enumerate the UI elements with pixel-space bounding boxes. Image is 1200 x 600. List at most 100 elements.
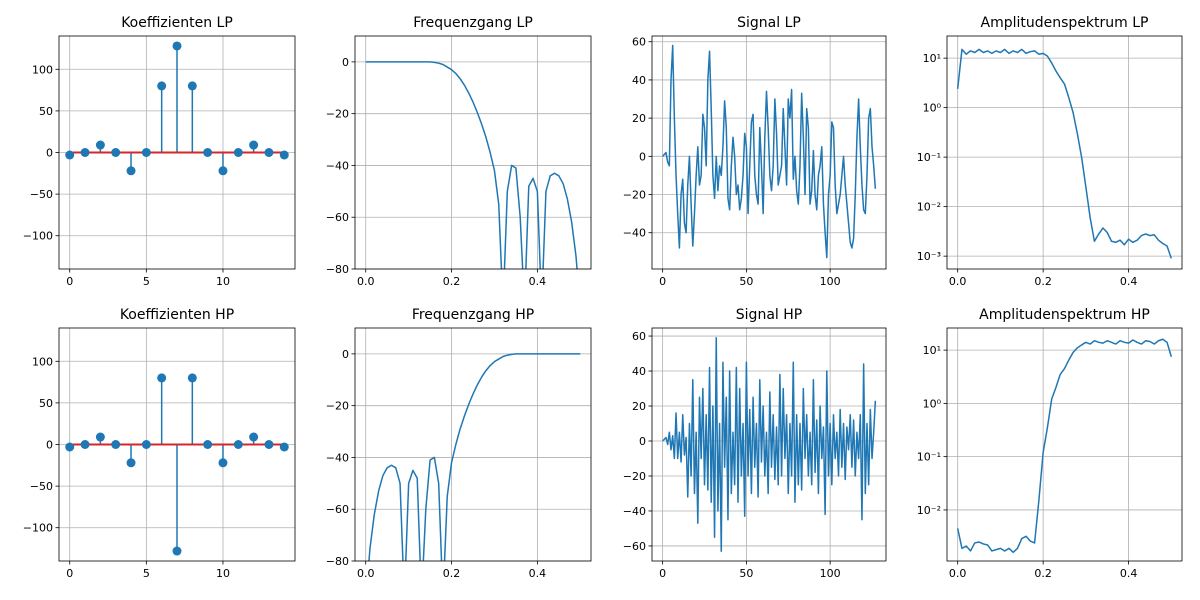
stem-marker: [279, 150, 289, 160]
subplot-title: Signal LP: [737, 15, 801, 31]
y-tick-label: −50: [30, 480, 53, 493]
y-tick-label: −60: [623, 540, 646, 553]
x-tick-label: 0: [659, 567, 666, 580]
stem-marker: [126, 458, 136, 468]
plot-area: [65, 41, 289, 176]
stem-marker: [65, 442, 75, 452]
stem-marker: [157, 81, 167, 91]
y-tick-label: 100: [32, 355, 53, 368]
stem-marker: [279, 442, 289, 452]
y-tick-label: −50: [30, 188, 53, 201]
x-tick-label: 0.4: [1120, 567, 1138, 580]
stem-marker: [203, 148, 213, 157]
plot-area: [662, 44, 877, 259]
subplot: Signal LP 0 50 100 −40 −20 0 20 40 60: [623, 15, 887, 288]
stem-marker: [218, 166, 228, 176]
subplot: Koeffizienten LP 0 5 10 −100 −50 0 50 100: [23, 15, 296, 288]
subplot: Signal HP 0 50 100 −60 −40 −20 0 20 40 60: [623, 307, 887, 580]
subplot: Frequenzgang LP 0.0 0.2 0.4 −80 −60 −40 −20 0: [326, 15, 592, 288]
y-tick-label: 10⁻²: [917, 201, 941, 214]
data-line: [365, 61, 578, 269]
stem-marker: [111, 148, 121, 157]
plot-area: [956, 48, 1173, 259]
y-tick-label: −60: [326, 211, 349, 224]
subplot: Frequenzgang HP 0.0 0.2 0.4 −80 −60 −40 −20 0: [326, 307, 592, 580]
y-tick-label: 0: [639, 435, 646, 448]
stem-marker: [80, 148, 90, 157]
stem-marker: [157, 373, 167, 383]
y-tick-label: 0: [342, 348, 349, 361]
x-tick-label: 0.2: [443, 275, 461, 288]
y-tick-label: 10⁰: [923, 102, 942, 115]
stem-marker: [111, 440, 121, 449]
subplot: Amplitudenspektrum LP 0.0 0.2 0.4 10⁻³ 10⁻² 10…: [917, 15, 1183, 288]
stem-marker: [233, 148, 243, 157]
x-tick-label: 0.0: [357, 275, 375, 288]
axes-frame: [354, 327, 592, 562]
subplot-title: Frequenzgang HP: [412, 307, 534, 323]
y-tick-label: 10⁻¹: [917, 151, 941, 164]
y-tick-label: 20: [632, 400, 646, 413]
subplot-title: Signal HP: [736, 307, 802, 323]
y-tick-label: 10⁻²: [917, 504, 941, 517]
stem-marker: [65, 150, 75, 160]
plot-area: [65, 373, 289, 556]
y-tick-label: −40: [326, 451, 349, 464]
y-tick-label: −20: [623, 470, 646, 483]
stem-marker: [172, 546, 182, 556]
subplot-title: Koeffizienten HP: [120, 307, 234, 323]
y-tick-label: −40: [623, 227, 646, 240]
y-tick-label: 0: [639, 150, 646, 163]
stem-marker: [249, 140, 259, 150]
y-tick-label: 0: [46, 147, 53, 160]
plot-area: [368, 353, 581, 561]
subplot-title: Frequenzgang LP: [413, 15, 533, 31]
x-tick-label: 0.2: [1034, 567, 1052, 580]
y-tick-label: 20: [632, 112, 646, 125]
stem-marker: [233, 440, 243, 449]
x-tick-label: 0: [66, 567, 73, 580]
x-tick-label: 0: [66, 275, 73, 288]
axes-frame: [58, 35, 296, 270]
plot-area: [365, 61, 578, 269]
stem-marker: [141, 148, 151, 157]
subplot-title: Amplitudenspektrum LP: [981, 15, 1149, 31]
axes-frame: [651, 327, 887, 562]
y-tick-label: −20: [623, 189, 646, 202]
x-tick-label: 50: [739, 275, 753, 288]
subplot: Amplitudenspektrum HP 0.0 0.2 0.4 10⁻² 10⁻¹ 10…: [917, 307, 1183, 580]
stem-marker: [187, 373, 197, 383]
stem-marker: [141, 440, 151, 449]
x-tick-label: 0.2: [1034, 275, 1052, 288]
y-tick-label: −20: [326, 108, 349, 121]
stem-marker: [187, 81, 197, 91]
y-tick-label: 60: [632, 330, 646, 343]
y-tick-label: 40: [632, 365, 646, 378]
x-tick-label: 5: [143, 567, 150, 580]
x-tick-label: 100: [820, 567, 841, 580]
x-tick-label: 0.0: [949, 567, 967, 580]
data-line: [368, 353, 581, 561]
y-tick-label: −80: [326, 263, 349, 276]
x-tick-label: 10: [216, 275, 230, 288]
y-tick-label: 10⁻³: [917, 250, 941, 263]
x-tick-label: 5: [143, 275, 150, 288]
x-tick-label: 0: [659, 275, 666, 288]
stem-marker: [264, 148, 274, 157]
subplot: Koeffizienten HP 0 5 10 −100 −50 0 50 100: [23, 307, 296, 580]
y-tick-label: 100: [32, 63, 53, 76]
y-tick-label: −40: [326, 159, 349, 172]
stem-marker: [264, 440, 274, 449]
y-tick-label: 0: [46, 439, 53, 452]
y-tick-label: 0: [342, 56, 349, 69]
plot-area: [956, 338, 1173, 554]
stem-marker: [95, 432, 105, 442]
x-tick-label: 0.0: [949, 275, 967, 288]
stem-marker: [95, 140, 105, 150]
data-line: [956, 48, 1173, 259]
y-tick-label: −80: [326, 555, 349, 568]
x-tick-label: 50: [739, 567, 753, 580]
axes-frame: [946, 35, 1183, 270]
y-tick-label: 50: [39, 397, 53, 410]
